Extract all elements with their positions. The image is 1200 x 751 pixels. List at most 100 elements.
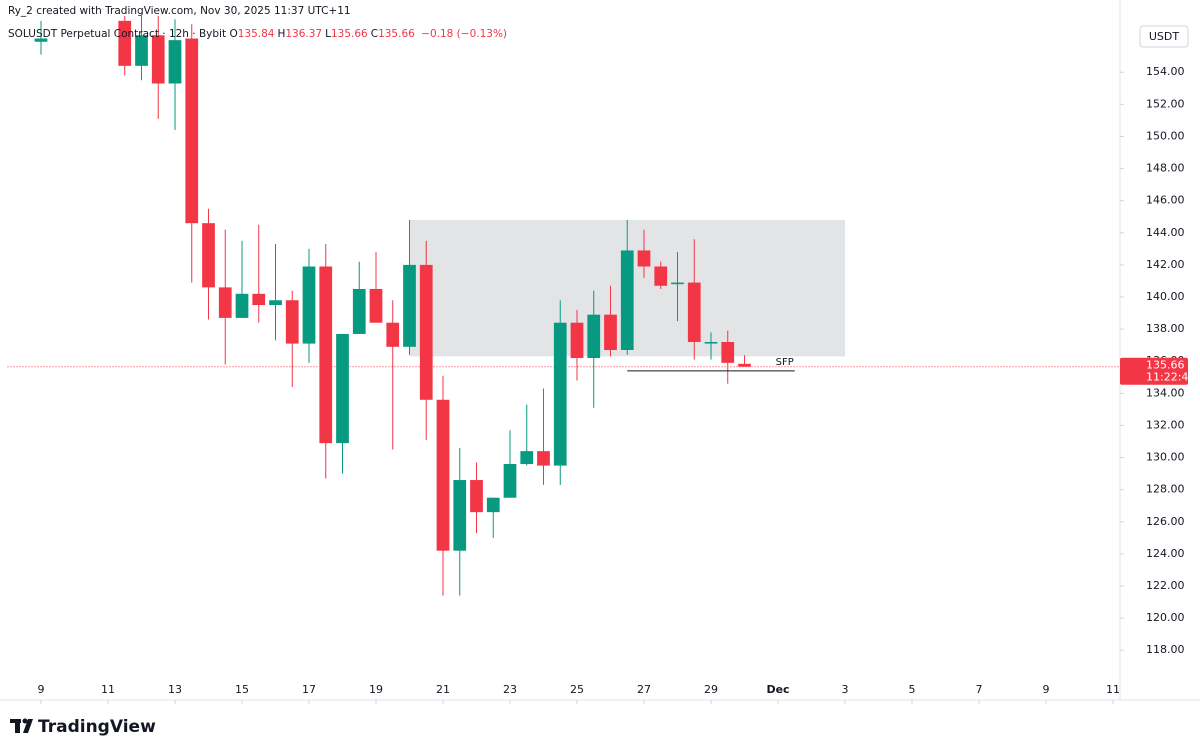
candle-body — [352, 288, 366, 334]
title: SOLUSDT Perpetual Contract · 12h · Bybit — [8, 28, 227, 40]
y-tick-label: 126.00 — [1146, 515, 1185, 528]
y-tick-label: 148.00 — [1146, 162, 1185, 175]
x-tick-label: 23 — [503, 683, 517, 696]
price-badge-value: 135.66 — [1146, 359, 1185, 372]
candle-body — [185, 38, 199, 224]
y-tick-label: 130.00 — [1146, 451, 1185, 464]
y-tick-label: 122.00 — [1146, 579, 1185, 592]
x-tick-label: 17 — [302, 683, 316, 696]
candle-body — [537, 451, 550, 466]
x-tick-label: 9 — [38, 683, 45, 696]
legend-value: 135.66 — [330, 28, 368, 40]
candle-body — [285, 300, 299, 344]
candle-body — [721, 341, 735, 363]
candle-body — [202, 223, 215, 288]
legend-key: O — [229, 28, 238, 40]
candle-body — [704, 341, 718, 344]
x-tick-label: Dec — [766, 683, 789, 696]
sfp-label: SFP — [776, 357, 794, 368]
x-tick-label: 13 — [168, 683, 182, 696]
y-tick-label: 120.00 — [1146, 611, 1185, 624]
x-tick-label: 3 — [842, 683, 849, 696]
currency-box — [1139, 25, 1189, 48]
candle-body — [403, 264, 416, 347]
candle-body — [654, 266, 668, 286]
legend-key: C — [370, 28, 379, 40]
ohlc: O135.84 H136.37 L135.66 C135.66 — [229, 28, 417, 40]
y-tick-label: 124.00 — [1146, 547, 1185, 560]
currency: USDT — [1149, 30, 1180, 43]
x-tick-label: 7 — [976, 683, 983, 696]
candle-body — [168, 40, 182, 84]
y-tick-label: 128.00 — [1146, 483, 1185, 496]
candle-body — [218, 287, 232, 318]
x-tick-label: 21 — [436, 683, 450, 696]
candle-body — [386, 322, 400, 347]
candle-body — [503, 463, 517, 498]
candle-body — [486, 497, 500, 513]
candle-body — [252, 293, 266, 306]
candle-body — [637, 250, 651, 267]
y-tick-label: 134.00 — [1146, 386, 1185, 399]
legend-value: 136.37 — [285, 28, 323, 40]
candle-body — [436, 399, 450, 551]
y-tick-label: 144.00 — [1146, 226, 1185, 239]
legend-value: 135.84 — [237, 28, 275, 40]
candle-body — [687, 282, 701, 342]
candle-body — [453, 480, 467, 551]
candle-body — [336, 333, 349, 444]
candle-body — [369, 288, 383, 323]
candle-body — [118, 20, 132, 66]
y-tick-label: 152.00 — [1146, 97, 1185, 110]
x-tick-label: 25 — [570, 683, 584, 696]
candle-body — [34, 38, 48, 42]
x-tick-label: 11 — [1106, 683, 1120, 696]
logo-mark — [22, 718, 28, 724]
price-badge — [1120, 357, 1188, 385]
brand: TradingView — [38, 717, 156, 737]
attribution: Ry_2 created with TradingView.com, Nov 3… — [8, 5, 351, 17]
legend-key: H — [277, 28, 286, 40]
y-tick-label: 138.00 — [1146, 322, 1185, 335]
candle-body — [419, 264, 433, 400]
y-tick-label: 118.00 — [1146, 643, 1185, 656]
candle-body — [302, 266, 316, 344]
candle-body — [470, 480, 483, 513]
x-tick-label: 29 — [704, 683, 718, 696]
y-tick-label: 154.00 — [1146, 65, 1185, 78]
candle-body — [671, 282, 684, 285]
x-tick-label: 11 — [101, 683, 115, 696]
x-tick-label: 5 — [909, 683, 916, 696]
y-tick-label: 140.00 — [1146, 290, 1185, 303]
y-tick-label: 146.00 — [1146, 194, 1185, 207]
candle-body — [570, 322, 584, 359]
y-tick-label: 132.00 — [1146, 418, 1185, 431]
logo-mark — [23, 719, 33, 733]
x-tick-label: 19 — [369, 683, 383, 696]
candle-body — [520, 451, 534, 464]
x-tick-label: 15 — [235, 683, 249, 696]
candle-body — [269, 300, 282, 306]
candle-body — [319, 266, 333, 444]
candle-body — [235, 293, 249, 318]
change: −0.18 (−0.13%) — [421, 28, 508, 40]
y-tick-label: 142.00 — [1146, 258, 1185, 271]
legend-key: L — [325, 28, 331, 40]
candle-body — [738, 363, 751, 367]
candle-body — [604, 314, 617, 350]
candle-body — [135, 35, 148, 66]
logo: TradingView — [10, 717, 156, 737]
logo-mark — [15, 719, 20, 733]
candle-body — [587, 314, 601, 359]
x-tick-label: 27 — [637, 683, 651, 696]
candle-body — [151, 35, 165, 84]
x-tick-label: 9 — [1043, 683, 1050, 696]
legend-value: 135.66 — [378, 28, 415, 40]
candle-body — [553, 322, 567, 466]
candle-body — [620, 250, 634, 350]
symbol-legend: SOLUSDT Perpetual Contract · 12h · Bybit… — [8, 28, 507, 40]
countdown: 11:22:45 — [1146, 371, 1195, 384]
y-tick-label: 150.00 — [1146, 129, 1185, 142]
